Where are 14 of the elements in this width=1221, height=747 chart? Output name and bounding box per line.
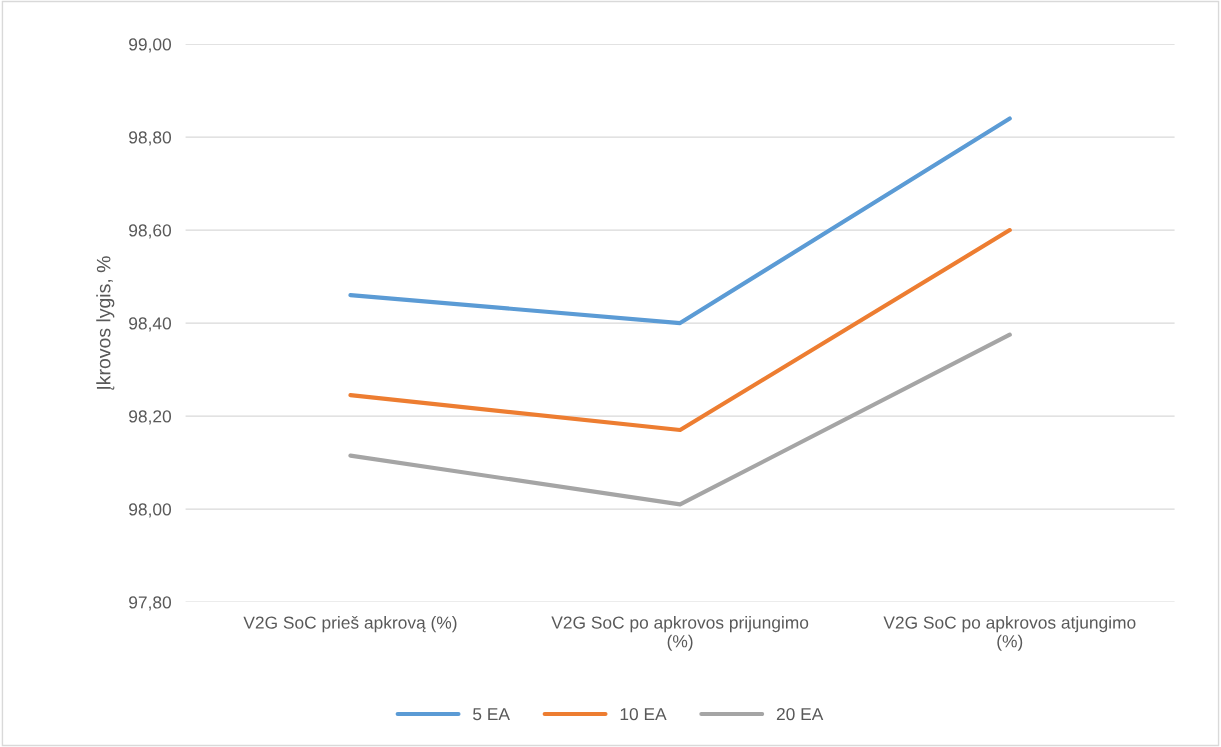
y-tick-label: 98,40 [129,317,172,332]
legend-label: 10 EA [620,707,667,721]
legend-label: 20 EA [776,707,824,721]
y-tick-label: 97,80 [129,596,172,611]
legend-label: 5 EA [473,708,510,721]
y-tick-label: 98,80 [129,131,172,146]
y-tick-label: 98,20 [129,410,172,425]
y-tick-label: 99,00 [129,38,172,53]
x-tick-label: V2G SoC po apkrovos prijungimo (%) [551,615,809,651]
y-tick-label: 98,60 [129,224,172,239]
y-tick-label: 98,00 [129,503,172,518]
x-tick-label: V2G SoC prieš apkrovą (%) [243,615,457,633]
y-axis-title: Įkrovos lygis, % [96,256,115,390]
x-tick-label: V2G SoC po apkrovos atjungimo (%) [883,615,1136,651]
